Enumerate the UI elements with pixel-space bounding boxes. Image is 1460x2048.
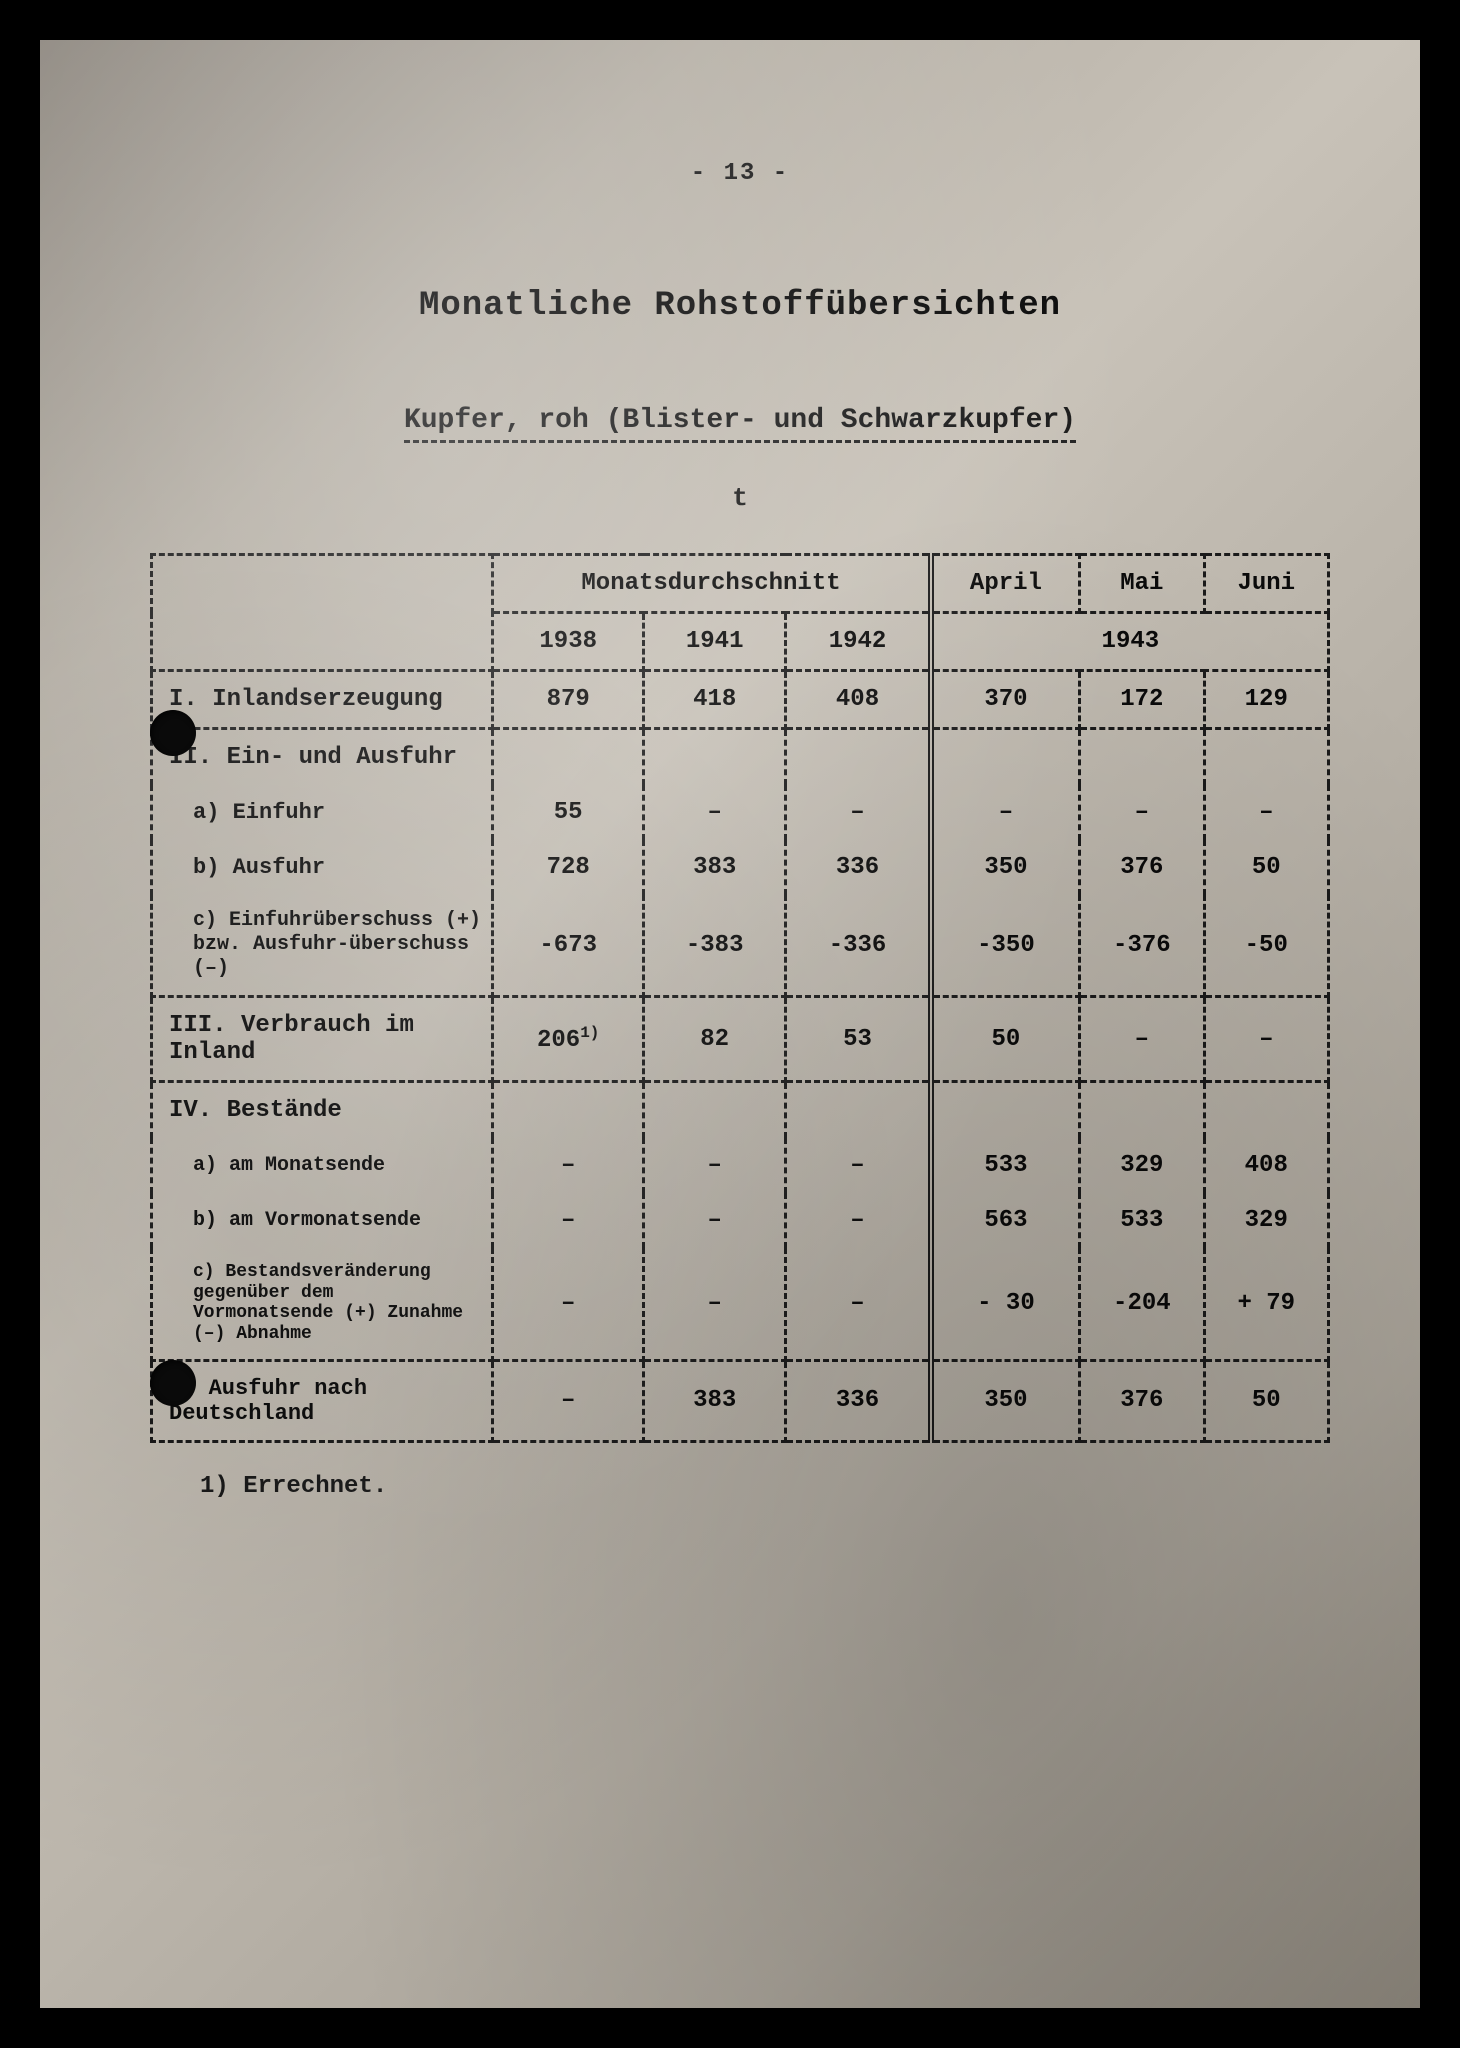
cell: -50: [1204, 895, 1328, 997]
row-label: II. Ein- und Ausfuhr: [152, 729, 493, 786]
page-number: - 13 -: [140, 160, 1340, 187]
cell: 82: [644, 997, 786, 1082]
row-label: V. Ausfuhr nach Deutschland: [152, 1360, 493, 1441]
cell: –: [644, 785, 786, 840]
cell: –: [644, 1138, 786, 1193]
unit-label: t: [140, 483, 1340, 513]
month-header: April: [931, 555, 1080, 613]
month-header: Juni: [1204, 555, 1328, 613]
cell: -204: [1080, 1248, 1204, 1360]
cell: 383: [644, 840, 786, 895]
row-sublabel: c) Bestandsveränderung gegenüber dem Vor…: [152, 1248, 493, 1360]
table-row: b) am Vormonatsende – – – 563 533 329: [152, 1193, 1329, 1248]
cell: –: [931, 785, 1080, 840]
table-row: I. Inlandserzeugung 879 418 408 370 172 …: [152, 671, 1329, 729]
cell: 50: [1204, 840, 1328, 895]
cell: 376: [1080, 1360, 1204, 1441]
row-sublabel: c) Einfuhrüberschuss (+) bzw. Ausfuhr-üb…: [152, 895, 493, 997]
page-subtitle: Kupfer, roh (Blister- und Schwarzkupfer): [404, 405, 1076, 443]
cell: 336: [786, 840, 931, 895]
cell: 533: [931, 1138, 1080, 1193]
table-row: II. Ein- und Ausfuhr: [152, 729, 1329, 786]
cell: 329: [1080, 1138, 1204, 1193]
subtitle-wrap: Kupfer, roh (Blister- und Schwarzkupfer): [140, 405, 1340, 453]
row-sublabel: b) Ausfuhr: [152, 840, 493, 895]
year-header: 1941: [644, 613, 786, 671]
cell: 55: [493, 785, 644, 840]
cell: 879: [493, 671, 644, 729]
cell: 408: [786, 671, 931, 729]
cell: 336: [786, 1360, 931, 1441]
cell: 418: [644, 671, 786, 729]
cell: –: [1204, 997, 1328, 1082]
avg-group-header: Monatsdurchschnitt: [493, 555, 931, 613]
cell: -376: [1080, 895, 1204, 997]
cell: 533: [1080, 1193, 1204, 1248]
cell: 50: [1204, 1360, 1328, 1441]
table-row: c) Bestandsveränderung gegenüber dem Vor…: [152, 1248, 1329, 1360]
cell: 2061): [493, 997, 644, 1082]
year-header: 1938: [493, 613, 644, 671]
cell: 370: [931, 671, 1080, 729]
cell: 172: [1080, 671, 1204, 729]
months-year-header: 1943: [931, 613, 1329, 671]
cell: –: [493, 1248, 644, 1360]
cell: –: [493, 1138, 644, 1193]
month-header: Mai: [1080, 555, 1204, 613]
punch-hole: [150, 710, 196, 756]
table-row: V. Ausfuhr nach Deutschland – 383 336 35…: [152, 1360, 1329, 1441]
cell: 383: [644, 1360, 786, 1441]
data-table-wrap: Monatsdurchschnitt April Mai Juni 1938 1…: [150, 553, 1330, 1443]
cell: 728: [493, 840, 644, 895]
cell: 50: [931, 997, 1080, 1082]
cell: -383: [644, 895, 786, 997]
cell: –: [786, 1138, 931, 1193]
cell: + 79: [1204, 1248, 1328, 1360]
cell: 350: [931, 840, 1080, 895]
footnote: 1) Errechnet.: [200, 1473, 1340, 1500]
cell: 53: [786, 997, 931, 1082]
row-sublabel: a) Einfuhr: [152, 785, 493, 840]
row-label: IV. Bestände: [152, 1082, 493, 1139]
cell: 408: [1204, 1138, 1328, 1193]
table-row: b) Ausfuhr 728 383 336 350 376 50: [152, 840, 1329, 895]
cell: –: [644, 1248, 786, 1360]
page-title: Monatliche Rohstoffübersichten: [140, 287, 1340, 325]
year-header: 1942: [786, 613, 931, 671]
table-row: a) am Monatsende – – – 533 329 408: [152, 1138, 1329, 1193]
table-row: III. Verbrauch im Inland 2061) 82 53 50 …: [152, 997, 1329, 1082]
cell: –: [1080, 997, 1204, 1082]
table-header-row: Monatsdurchschnitt April Mai Juni: [152, 555, 1329, 613]
row-sublabel: b) am Vormonatsende: [152, 1193, 493, 1248]
cell: –: [493, 1193, 644, 1248]
cell: –: [493, 1360, 644, 1441]
cell: –: [786, 785, 931, 840]
cell: 376: [1080, 840, 1204, 895]
cell: -673: [493, 895, 644, 997]
cell: –: [1080, 785, 1204, 840]
cell: 350: [931, 1360, 1080, 1441]
cell: –: [644, 1193, 786, 1248]
cell: -336: [786, 895, 931, 997]
table-row: IV. Bestände: [152, 1082, 1329, 1139]
cell: –: [1204, 785, 1328, 840]
punch-hole: [150, 1360, 196, 1406]
row-sublabel: a) am Monatsende: [152, 1138, 493, 1193]
cell: - 30: [931, 1248, 1080, 1360]
cell: 563: [931, 1193, 1080, 1248]
table-row: a) Einfuhr 55 – – – – –: [152, 785, 1329, 840]
document-page: - 13 - Monatliche Rohstoffübersichten Ku…: [40, 40, 1420, 2008]
cell: –: [786, 1193, 931, 1248]
cell: -350: [931, 895, 1080, 997]
table-row: c) Einfuhrüberschuss (+) bzw. Ausfuhr-üb…: [152, 895, 1329, 997]
cell: 129: [1204, 671, 1328, 729]
data-table: Monatsdurchschnitt April Mai Juni 1938 1…: [150, 553, 1330, 1443]
cell: –: [786, 1248, 931, 1360]
row-label: III. Verbrauch im Inland: [152, 997, 493, 1082]
cell: 329: [1204, 1193, 1328, 1248]
row-label: I. Inlandserzeugung: [152, 671, 493, 729]
